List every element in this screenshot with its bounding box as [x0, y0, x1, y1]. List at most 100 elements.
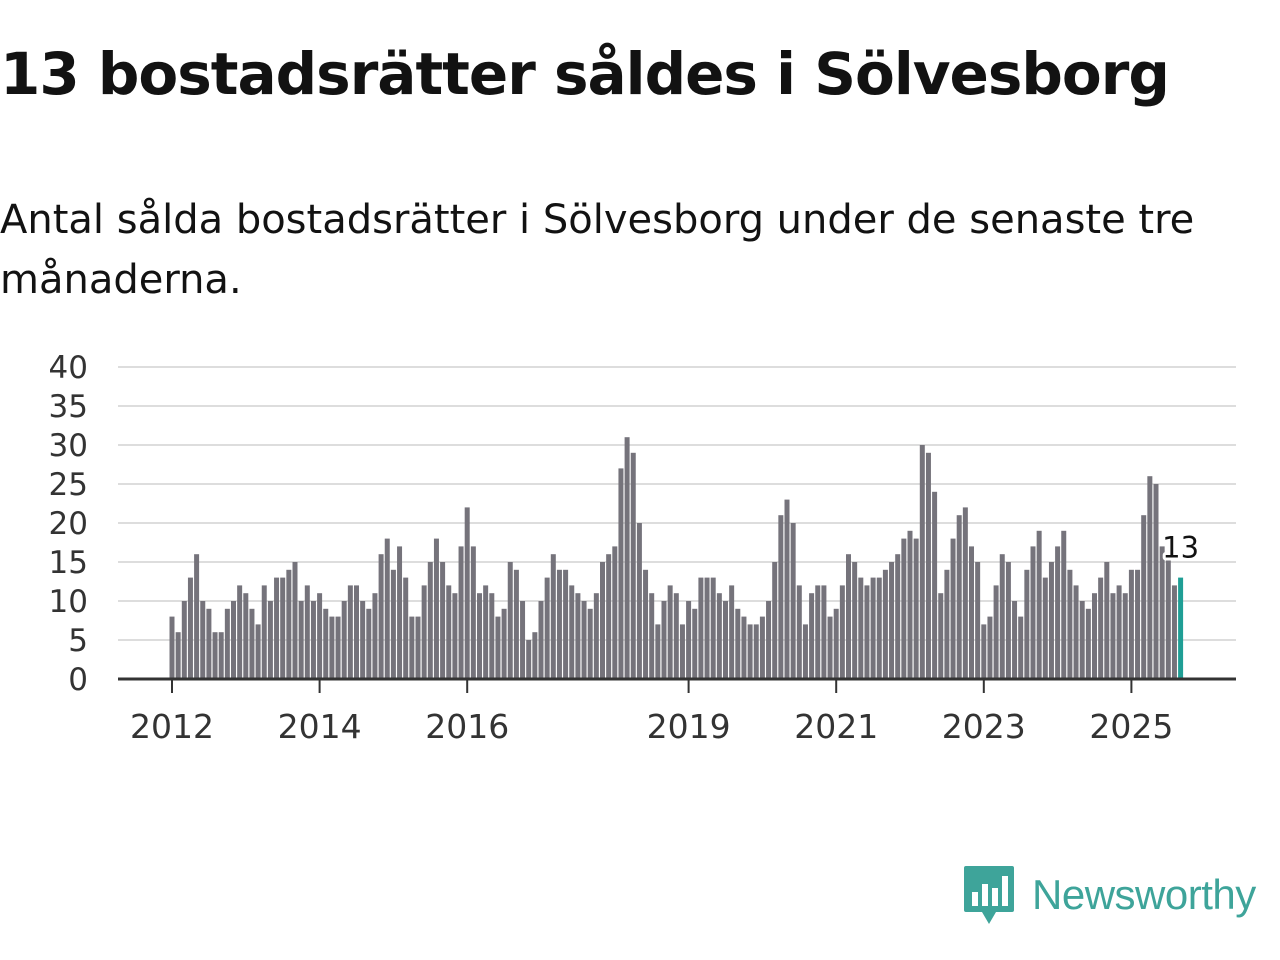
bar[interactable] — [889, 562, 895, 679]
bar[interactable] — [1079, 601, 1085, 679]
bar[interactable] — [181, 601, 187, 679]
bar[interactable] — [1159, 546, 1165, 679]
bar[interactable] — [876, 577, 882, 679]
bar[interactable] — [212, 632, 218, 679]
bar[interactable] — [310, 601, 316, 679]
bar[interactable] — [809, 593, 815, 679]
bar[interactable] — [704, 577, 710, 679]
bar[interactable] — [753, 624, 759, 679]
bar[interactable] — [378, 554, 384, 679]
bar[interactable] — [427, 562, 433, 679]
bar[interactable] — [606, 554, 612, 679]
bar[interactable] — [692, 608, 698, 679]
bar[interactable] — [507, 562, 513, 679]
bar[interactable] — [882, 569, 888, 679]
bar[interactable] — [839, 585, 845, 679]
bar[interactable] — [710, 577, 716, 679]
bar[interactable] — [1116, 585, 1122, 679]
bar[interactable] — [778, 515, 784, 679]
bar[interactable] — [341, 601, 347, 679]
bar[interactable] — [550, 554, 556, 679]
bar[interactable] — [292, 562, 298, 679]
bar[interactable] — [575, 593, 581, 679]
bar[interactable] — [513, 569, 519, 679]
bar[interactable] — [1018, 616, 1024, 679]
bar[interactable] — [1036, 530, 1042, 679]
bar[interactable] — [815, 585, 821, 679]
bar[interactable] — [581, 601, 587, 679]
bar[interactable] — [1073, 585, 1079, 679]
highlight-bar[interactable] — [1178, 577, 1184, 679]
bar[interactable] — [237, 585, 243, 679]
bar[interactable] — [470, 546, 476, 679]
bar[interactable] — [415, 616, 421, 679]
bar[interactable] — [833, 608, 839, 679]
bar[interactable] — [673, 593, 679, 679]
bar[interactable] — [1061, 530, 1067, 679]
bar[interactable] — [360, 601, 366, 679]
bar[interactable] — [686, 601, 692, 679]
bar[interactable] — [630, 452, 636, 679]
bar[interactable] — [569, 585, 575, 679]
bar[interactable] — [932, 491, 938, 679]
bar[interactable] — [274, 577, 280, 679]
bar[interactable] — [458, 546, 464, 679]
bar[interactable] — [723, 601, 728, 679]
bar[interactable] — [390, 569, 396, 679]
bar[interactable] — [1165, 554, 1171, 679]
bar[interactable] — [206, 608, 212, 679]
bar[interactable] — [956, 515, 962, 679]
bar[interactable] — [1171, 585, 1177, 679]
bar[interactable] — [913, 538, 919, 679]
bar[interactable] — [501, 608, 507, 679]
bar[interactable] — [403, 577, 409, 679]
bar[interactable] — [249, 608, 255, 679]
bar[interactable] — [489, 593, 495, 679]
bar[interactable] — [1147, 476, 1153, 679]
bar[interactable] — [1055, 546, 1061, 679]
bar[interactable] — [556, 569, 562, 679]
bar[interactable] — [409, 616, 415, 679]
bar[interactable] — [452, 593, 458, 679]
bar[interactable] — [716, 593, 722, 679]
newsworthy-brand[interactable]: Newsworthy — [962, 862, 1256, 928]
bar[interactable] — [1092, 593, 1097, 679]
bar[interactable] — [999, 554, 1005, 679]
bar[interactable] — [1135, 569, 1141, 679]
bar[interactable] — [477, 593, 482, 679]
bar[interactable] — [329, 616, 335, 679]
bar[interactable] — [766, 601, 772, 679]
bar[interactable] — [981, 624, 987, 679]
bar[interactable] — [317, 593, 323, 679]
bar[interactable] — [200, 601, 206, 679]
bar[interactable] — [938, 593, 944, 679]
bar[interactable] — [243, 593, 249, 679]
bar[interactable] — [1110, 593, 1116, 679]
bar[interactable] — [661, 601, 667, 679]
bar[interactable] — [821, 585, 827, 679]
bar[interactable] — [563, 569, 569, 679]
bar[interactable] — [925, 452, 931, 679]
bar[interactable] — [286, 569, 292, 679]
bar[interactable] — [827, 616, 833, 679]
bar[interactable] — [587, 608, 593, 679]
bar[interactable] — [1012, 601, 1018, 679]
bar[interactable] — [440, 562, 446, 679]
bar[interactable] — [1024, 569, 1030, 679]
bar[interactable] — [600, 562, 605, 679]
bar[interactable] — [993, 585, 999, 679]
bar[interactable] — [944, 569, 950, 679]
bar[interactable] — [618, 468, 624, 679]
bar[interactable] — [421, 585, 427, 679]
bar[interactable] — [741, 616, 747, 679]
bar[interactable] — [1005, 562, 1011, 679]
bar[interactable] — [895, 554, 901, 679]
bar[interactable] — [1104, 562, 1110, 679]
bar[interactable] — [1042, 577, 1048, 679]
bar[interactable] — [520, 601, 526, 679]
bar[interactable] — [446, 585, 452, 679]
bar[interactable] — [790, 523, 796, 679]
bar[interactable] — [544, 577, 550, 679]
bar[interactable] — [169, 616, 175, 679]
bar[interactable] — [194, 554, 200, 679]
